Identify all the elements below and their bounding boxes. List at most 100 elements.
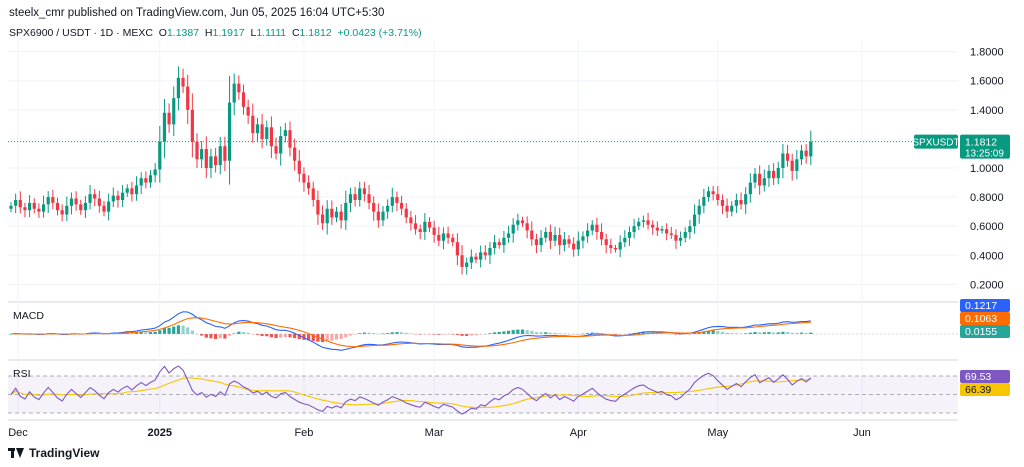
macd-histogram-bar (706, 330, 711, 334)
candle-body (692, 214, 697, 227)
candle-body (148, 175, 153, 183)
candle-body (320, 214, 325, 224)
macd-histogram-bar (553, 332, 557, 334)
change-value: +0.0423 (+3.71%) (337, 27, 422, 39)
candle-body (79, 204, 83, 211)
candle-body (674, 234, 678, 241)
candle-body (432, 227, 436, 235)
candle-body (139, 178, 143, 186)
macd-histogram-bar (511, 330, 515, 334)
macd-histogram-bar (758, 332, 762, 334)
macd-histogram-bar (9, 334, 13, 335)
time-tick-label: Apr (570, 427, 587, 439)
candle-body (367, 194, 371, 203)
candle-body (446, 233, 450, 238)
time-tick-label: Dec (8, 427, 28, 439)
open-value: 1.1387 (166, 27, 200, 39)
candle-body (413, 223, 418, 230)
macd-histogram-bar (530, 330, 534, 334)
candle-body (511, 224, 515, 234)
macd-histogram-bar (665, 333, 669, 335)
macd-histogram-bar (595, 332, 599, 334)
candle-body (516, 220, 520, 225)
candle-body (479, 252, 483, 260)
macd-histogram-bar (260, 334, 264, 337)
candle-body (572, 243, 576, 250)
candle-body (525, 223, 529, 231)
candle-body (237, 83, 241, 93)
candle-body (520, 220, 525, 224)
macd-histogram-bar (153, 331, 157, 334)
candle-body (372, 202, 376, 212)
candle-body (288, 130, 292, 148)
candle-body (125, 188, 129, 193)
macd-histogram-bar (441, 334, 446, 335)
candle-body (465, 262, 469, 267)
macd-histogram-bar (307, 334, 311, 341)
macd-histogram-bar (437, 334, 441, 335)
candle-body (460, 255, 464, 267)
rsi-ma-value-text: 66.39 (965, 384, 991, 396)
candle-body (302, 173, 306, 183)
candle-body (37, 208, 41, 212)
candle-body (809, 141, 813, 157)
candle-body (9, 205, 13, 209)
macd-histogram-bar (265, 334, 269, 337)
macd-histogram-bar (613, 334, 618, 335)
macd-histogram-bar (381, 333, 385, 335)
candle-body (595, 224, 599, 232)
candle-body (530, 230, 534, 240)
candle-body (534, 239, 539, 246)
candle-body (618, 242, 622, 250)
macd-histogram-bar (255, 334, 260, 335)
macd-histogram-bar (790, 332, 794, 334)
candle-body (251, 115, 255, 134)
candle-body (186, 86, 190, 110)
rsi-line (10, 365, 812, 415)
macd-histogram-bar (148, 332, 153, 334)
price-tick-label: 1.0000 (970, 163, 1004, 175)
candle-body (158, 141, 162, 170)
macd-histogram-bar (320, 334, 325, 343)
macd-histogram-bar (506, 330, 511, 334)
macd-histogram-bar (460, 334, 464, 336)
price-tick-label: 0.2000 (970, 279, 1004, 291)
candle-body (558, 234, 562, 246)
macd-histogram-bar (302, 334, 306, 340)
candle-body (227, 102, 232, 161)
candle-body (144, 178, 148, 183)
macd-histogram-bar (353, 334, 357, 335)
candle-body (799, 150, 804, 160)
candle-body (307, 182, 311, 189)
price-tick-label: 0.4000 (970, 250, 1004, 262)
candle-body (599, 232, 604, 240)
macd-histogram-bar (604, 333, 608, 335)
candle-body (506, 233, 511, 238)
candle-body (74, 198, 78, 205)
macd-histogram-bar (404, 332, 408, 334)
macd-histogram-bar (799, 332, 804, 334)
macd-histogram-bar (162, 328, 167, 334)
candle-body (153, 169, 157, 176)
candle-body (209, 156, 213, 168)
price-tag-value: 1.1812 (965, 137, 997, 149)
macd-histogram-bar (339, 334, 343, 339)
tradingview-brand[interactable]: TradingView (8, 446, 99, 460)
macd-histogram-bar (190, 330, 194, 334)
candle-body (134, 185, 139, 195)
macd-histogram-bar (744, 333, 748, 334)
candle-body (204, 149, 208, 168)
macd-histogram-bar (232, 332, 236, 334)
candle-body (651, 224, 655, 228)
candle-body (195, 141, 199, 160)
publish-info: steelx_cmr published on TradingView.com,… (9, 7, 385, 19)
macd-histogram-bar (781, 331, 785, 334)
candle-body (493, 242, 497, 248)
symbol-legend: SPX6900 / USDT · 1D · MEXC O1.1387 H1.19… (9, 27, 422, 39)
symbol-tag (914, 134, 958, 149)
macd-histogram-bar (609, 334, 613, 335)
candle-body (223, 146, 227, 161)
candle-body (451, 237, 455, 243)
macd-histogram-bar (311, 334, 315, 341)
